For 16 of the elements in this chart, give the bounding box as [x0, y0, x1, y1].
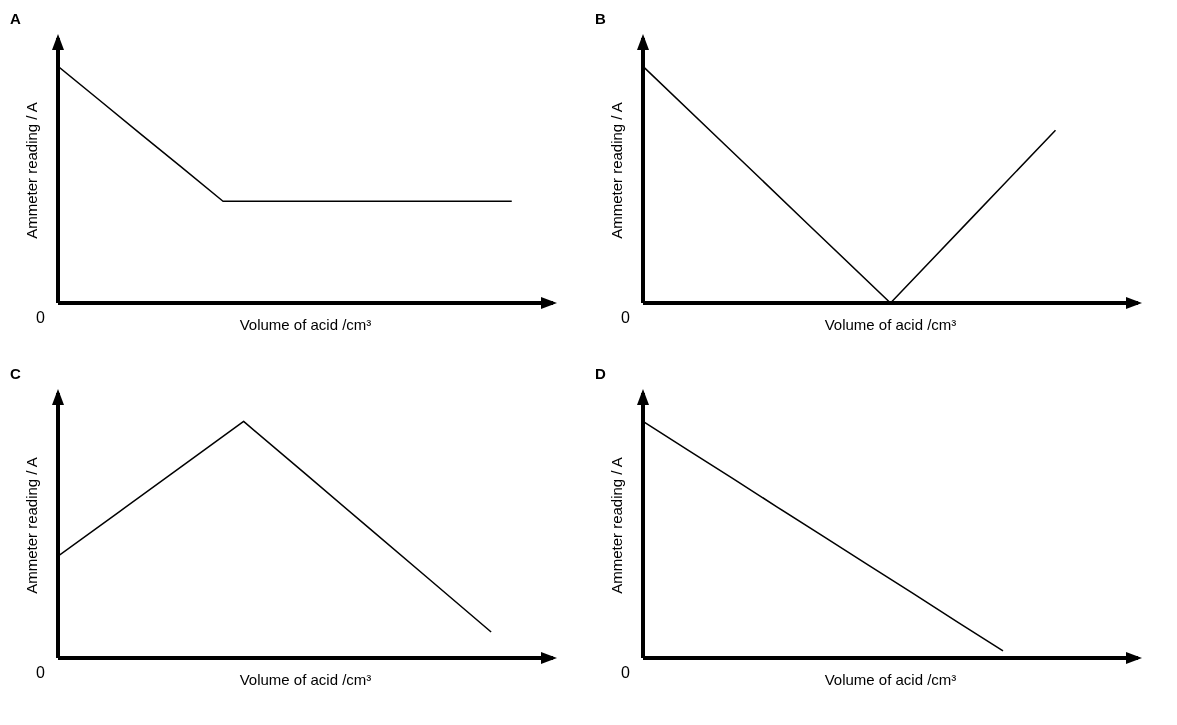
y-axis-title: Ammeter reading / A [23, 457, 41, 594]
x-axis-title: Volume of acid /cm³ [824, 316, 957, 333]
chart-title: D [595, 365, 606, 382]
x-axis-title: Volume of acid /cm³ [239, 671, 372, 688]
x-axis-title: Volume of acid /cm³ [239, 316, 372, 333]
y-axis-title: Ammeter reading / A [23, 102, 41, 239]
chart-title: B [595, 10, 606, 27]
chart-title: A [10, 10, 21, 27]
text: 0 [36, 664, 45, 682]
text: 0 [621, 664, 630, 682]
text: 0 [36, 309, 45, 327]
chart-title: C [10, 365, 21, 382]
y-axis-title: Ammeter reading / A [608, 457, 626, 594]
text: 0 [621, 309, 630, 327]
y-axis-title: Ammeter reading / A [608, 102, 626, 239]
x-axis-title: Volume of acid /cm³ [824, 671, 957, 688]
